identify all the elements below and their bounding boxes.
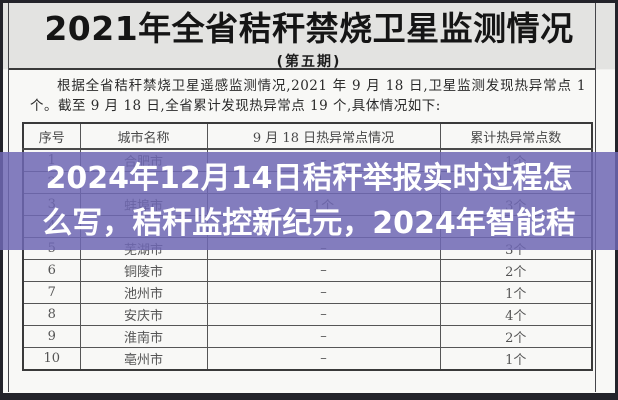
title-divider [8,68,596,70]
total-cell: 1个 [439,281,593,304]
city-cell: 淮南市 [79,325,208,348]
document-subtitle: (第五期) [276,54,342,70]
overlay-banner: 2024年12月14日秸秆举报实时过程怎 么写，秸秆监控新纪元，2024年智能秸 [0,152,618,250]
city-cell: 亳州市 [79,347,208,371]
header-cell-serial: 序号 [22,122,81,150]
total-cell: 2个 [439,325,593,348]
serial-cell: 6 [22,259,81,282]
daily-cell: – [206,303,441,326]
total-cell: 2个 [439,259,593,282]
title-band: 2021年全省秸秆禁烧卫星监测情况 (第五期) [3,3,615,70]
header-cell-daily: 9 月 18 日热异常点情况 [206,122,441,150]
total-cell: 1个 [439,347,593,371]
header-cell-total: 累计热异常点数 [439,122,593,150]
intro-paragraph: 根据全省秸秆禁烧卫星遥感监测情况,2021 年 9 月 18 日,卫星监测发现热… [30,78,586,114]
daily-cell: – [206,347,441,371]
header-cell-city: 城市名称 [79,122,208,150]
daily-cell: – [206,259,441,282]
overlay-title-line-2: 么写，秸秆监控新纪元，2024年智能秸 [42,206,576,241]
city-cell: 池州市 [79,281,208,304]
table-header-row: 序号 城市名称 9 月 18 日热异常点情况 累计热异常点数 [22,122,593,150]
serial-cell: 7 [22,281,81,304]
total-cell: 4个 [439,303,593,326]
city-cell: 安庆市 [79,303,208,326]
serial-cell: 9 [22,325,81,348]
table-row: 7 池州市 – 1个 [22,281,593,304]
city-cell: 铜陵市 [79,259,208,282]
overlay-title-line-1: 2024年12月14日秸秆举报实时过程怎 [45,161,573,196]
table-row: 6 铜陵市 – 2个 [22,259,593,282]
document-title: 2021年全省秸秆禁烧卫星监测情况 [44,9,574,48]
table-row: 10 亳州市 – 1个 [22,347,593,371]
table-row: 9 淮南市 – 2个 [22,325,593,348]
daily-cell: – [206,325,441,348]
table-row: 8 安庆市 – 4个 [22,303,593,326]
daily-cell: – [206,281,441,304]
serial-cell: 8 [22,303,81,326]
serial-cell: 10 [22,347,81,371]
